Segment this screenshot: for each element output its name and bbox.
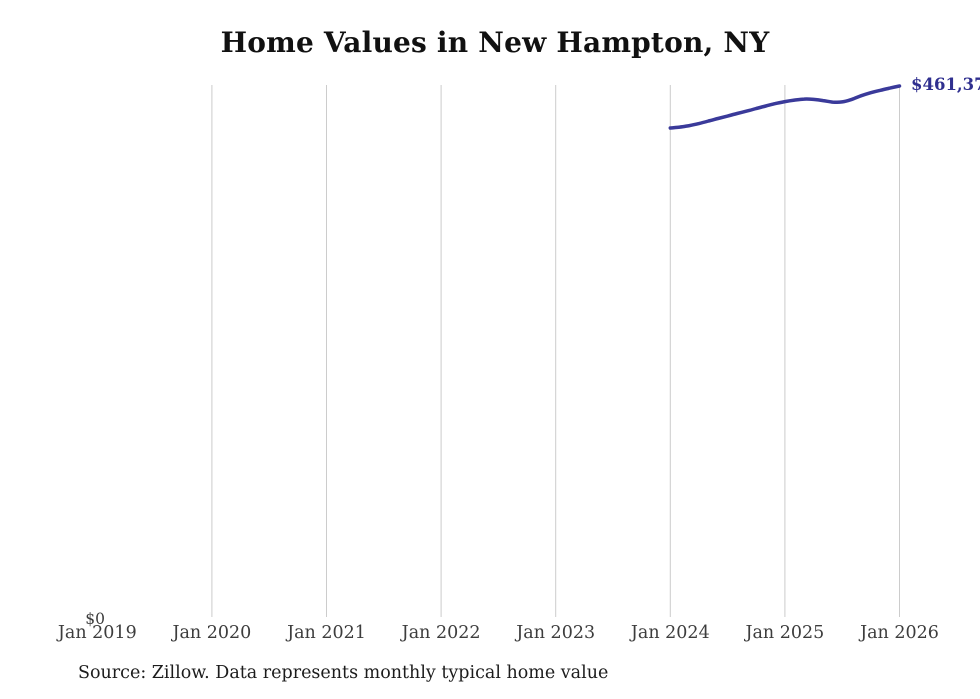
source-note: Source: Zillow. Data represents monthly …: [78, 663, 609, 683]
y-axis-zero-label: $0: [85, 610, 105, 628]
end-value-label: $461,377: [911, 75, 980, 94]
gridlines: [211, 85, 900, 617]
chart-title: Home Values in New Hampton, NY: [220, 26, 770, 59]
home-value-line: [668, 84, 902, 130]
